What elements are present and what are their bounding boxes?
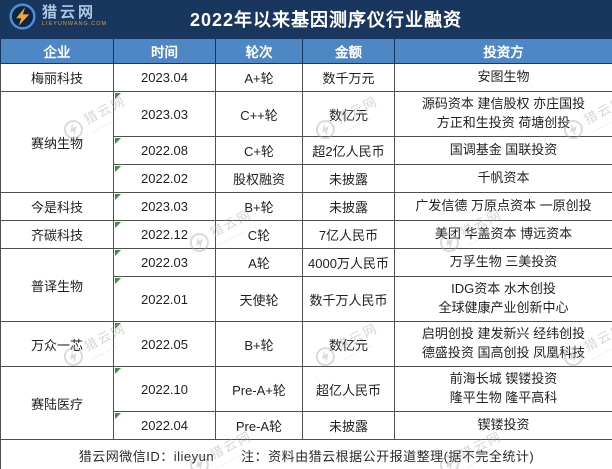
investors-cell: 千帆资本: [394, 164, 612, 193]
amount-cell: 未披露: [302, 164, 395, 193]
round-cell: C+轮: [215, 136, 303, 165]
logo-text: 猎云网: [42, 4, 97, 22]
round-cell: C轮: [215, 220, 303, 249]
table-row: 齐碳科技 2022.12 C轮 7亿人民币 美团 华盖资本 博远资本: [0, 220, 612, 249]
corner-flag-icon: [115, 413, 121, 419]
table-row: 普译生物 2022.03 A轮 4000万人民币 万孚生物 三美投资: [0, 248, 612, 322]
investors-cell: 国调基金 国联投资: [394, 136, 612, 165]
col-header-investors: 投资方: [394, 38, 612, 64]
table-row: 今是科技 2023.03 B+轮 未披露 广发信德 万原点资本 一原创投: [0, 192, 612, 221]
amount-cell: 超亿人民币: [302, 366, 395, 412]
company-cell: 普译生物: [0, 248, 114, 322]
corner-flag-icon: [115, 323, 121, 329]
date-cell: 2023.04: [113, 63, 216, 92]
col-header-company: 企业: [0, 38, 114, 64]
round-cell: C++轮: [215, 91, 303, 137]
table-row: 赛陆医疗 2022.10 Pre-A+轮 超亿人民币 前海长城 锲镂投资 隆平生…: [0, 366, 612, 440]
table-row: 万众一芯 2022.05 B+轮 数亿元 启明创投 建发新兴 经纬创投 德盛投资…: [0, 321, 612, 367]
round-cell: B+轮: [215, 321, 303, 367]
table-row: 2022.08 C+轮 超2亿人民币 国调基金 国联投资: [1, 136, 612, 165]
round-cell: A轮: [215, 248, 303, 277]
column-header-row: 企业 时间 轮次 金额 投资方: [0, 38, 612, 64]
amount-cell: 未披露: [302, 192, 395, 221]
company-cell: 万众一芯: [0, 321, 114, 367]
company-cell: 齐碳科技: [0, 220, 114, 249]
amount-cell: 超2亿人民币: [302, 136, 395, 165]
corner-flag-icon: [115, 93, 121, 99]
investors-cell: IDG资本 水木创投 全球健康产业创新中心: [394, 276, 612, 322]
corner-flag-icon: [115, 194, 121, 200]
corner-flag-icon: [115, 222, 121, 228]
col-header-amount: 金额: [302, 38, 395, 64]
round-cell: 股权融资: [215, 164, 303, 193]
date-cell: 2022.08: [113, 136, 216, 165]
investors-cell: 安图生物: [394, 63, 612, 92]
col-header-date: 时间: [113, 38, 216, 64]
investors-cell: 启明创投 建发新兴 经纬创投 德盛投资 国高创投 凤凰科技: [394, 321, 612, 367]
company-cell: 赛纳生物: [0, 91, 114, 193]
col-header-round: 轮次: [215, 38, 303, 64]
table-row: 赛纳生物 2023.03 C++轮 数亿元 源码资本 建信股权 亦庄国投 方正和…: [0, 91, 612, 193]
table-row: 2022.01 天使轮 数千万人民币 IDG资本 水木创投 全球健康产业创新中心: [1, 276, 612, 322]
corner-flag-icon: [115, 368, 121, 374]
company-cell: 今是科技: [0, 192, 114, 221]
table-row: 2022.04 Pre-A轮 未披露 锲镂投资: [1, 411, 612, 440]
title-bar: 猎云网 LIEYUNWANG.COM 2022年以来基因测序仪行业融资: [0, 0, 612, 38]
investors-cell: 广发信德 万原点资本 一原创投: [394, 192, 612, 221]
company-cell: 赛陆医疗: [0, 366, 114, 440]
corner-flag-icon: [115, 166, 121, 172]
company-cell: 梅丽科技: [0, 63, 114, 92]
date-cell: 2023.03: [113, 192, 216, 221]
amount-cell: 数亿元: [302, 91, 395, 137]
amount-cell: 数千万元: [302, 63, 395, 92]
corner-flag-icon: [115, 278, 121, 284]
amount-cell: 数千万人民币: [302, 276, 395, 322]
round-cell: 天使轮: [215, 276, 303, 322]
footer-note: 猎云网微信ID：ilieyun 注：资料由猎云根据公开报道整理(据不完全统计): [0, 439, 612, 469]
amount-cell: 数亿元: [302, 321, 395, 367]
amount-cell: 4000万人民币: [302, 248, 395, 277]
lieyun-logo: 猎云网 LIEYUNWANG.COM: [9, 3, 107, 30]
table-row: 2022.02 股权融资 未披露 千帆资本: [1, 164, 612, 193]
round-cell: B+轮: [215, 192, 303, 221]
amount-cell: 7亿人民币: [302, 220, 395, 249]
date-cell: 2022.01: [113, 276, 216, 322]
round-cell: Pre-A轮: [215, 411, 303, 440]
lightning-logo-icon: [9, 3, 36, 30]
amount-cell: 未披露: [302, 411, 395, 440]
date-cell: 2022.05: [113, 321, 216, 367]
round-cell: Pre-A+轮: [215, 366, 303, 412]
funding-table: 企业 时间 轮次 金额 投资方 梅丽科技 2023.04 A+轮 数千万元 安图…: [0, 38, 612, 469]
date-cell: 2022.12: [113, 220, 216, 249]
corner-flag-icon: [115, 250, 121, 256]
investors-cell: 前海长城 锲镂投资 隆平生物 隆平高科: [394, 366, 612, 412]
date-cell: 2022.03: [113, 248, 216, 277]
investors-cell: 万孚生物 三美投资: [394, 248, 612, 277]
date-cell: 2022.04: [113, 411, 216, 440]
footer-row: 猎云网微信ID：ilieyun 注：资料由猎云根据公开报道整理(据不完全统计): [0, 439, 612, 469]
logo-subtext: LIEYUNWANG.COM: [42, 21, 108, 28]
date-cell: 2022.02: [113, 164, 216, 193]
date-cell: 2022.10: [113, 366, 216, 412]
date-cell: 2023.03: [113, 91, 216, 137]
corner-flag-icon: [115, 138, 121, 144]
investors-cell: 美团 华盖资本 博远资本: [394, 220, 612, 249]
table-row: 梅丽科技 2023.04 A+轮 数千万元 安图生物: [0, 63, 612, 92]
round-cell: A+轮: [215, 63, 303, 92]
investors-cell: 源码资本 建信股权 亦庄国投 方正和生投资 荷塘创投: [394, 91, 612, 137]
investors-cell: 锲镂投资: [394, 411, 612, 440]
page-title: 2022年以来基因测序仪行业融资: [189, 10, 463, 30]
